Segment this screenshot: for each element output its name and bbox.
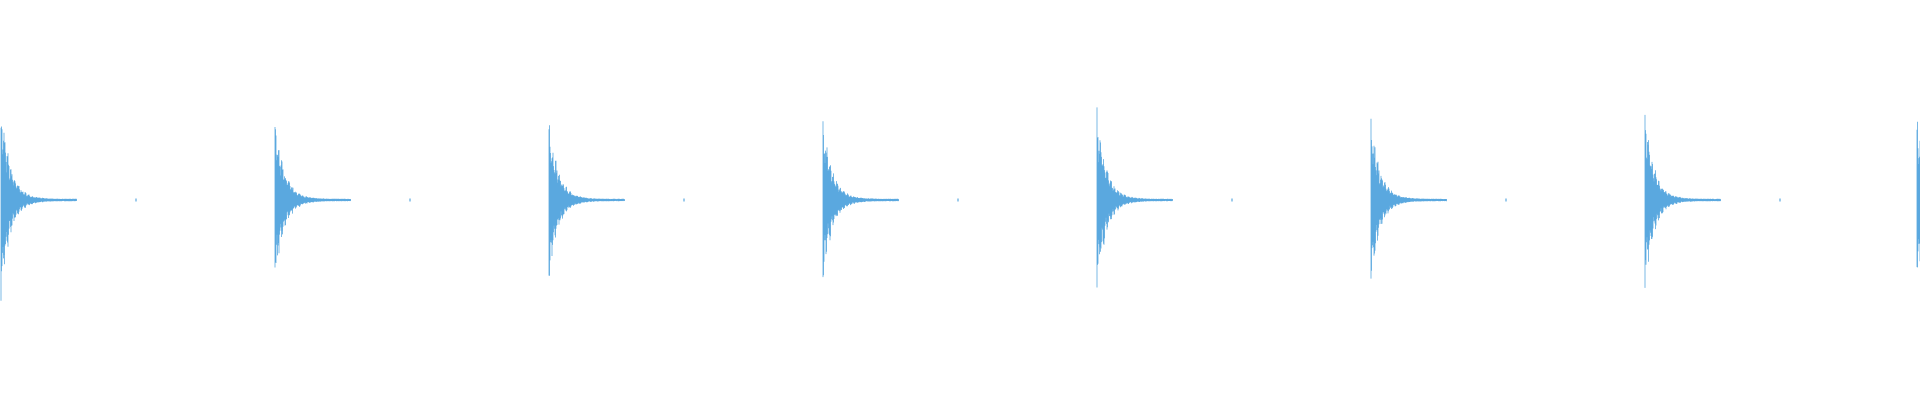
waveform-burst: [0, 126, 77, 301]
waveform-burst: [274, 127, 351, 268]
waveform-burst: [1096, 107, 1173, 288]
waveform-burst: [1370, 118, 1447, 279]
waveform-burst: [548, 125, 625, 276]
waveform-burst: [822, 121, 899, 278]
waveform-burst: [1644, 114, 1721, 288]
